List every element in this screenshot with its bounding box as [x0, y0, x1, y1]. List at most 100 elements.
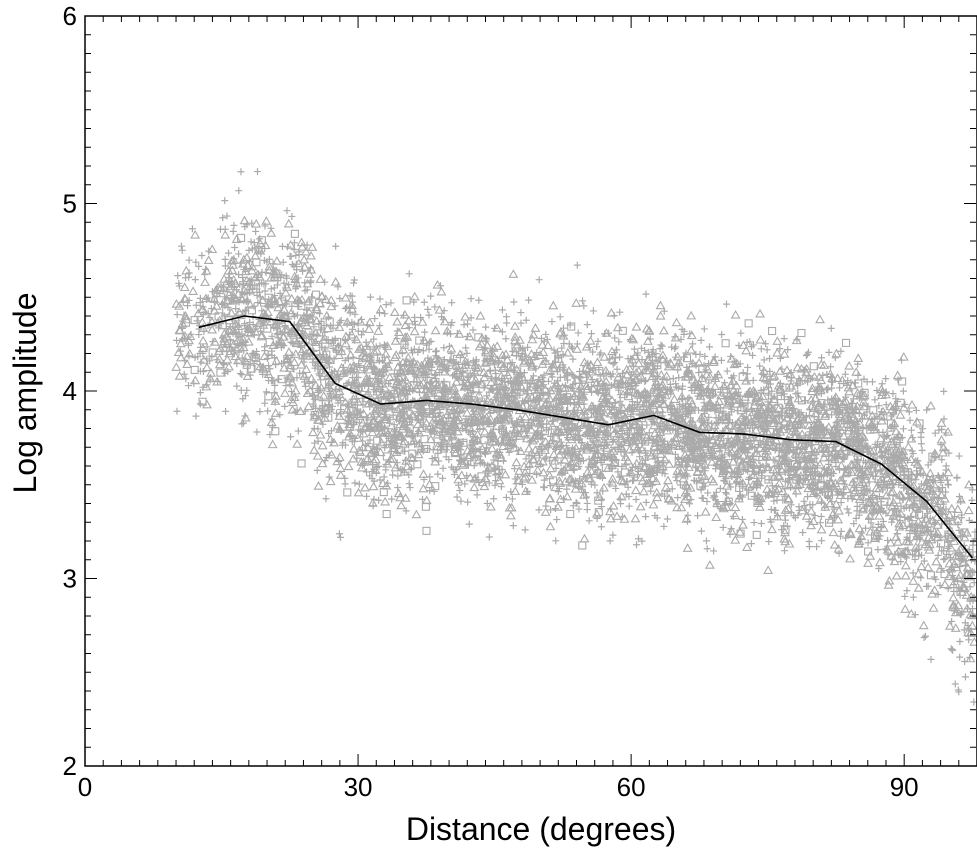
- scatter-point-plus: [420, 298, 428, 306]
- scatter-point-plus: [467, 314, 475, 322]
- scatter-point-plus: [419, 447, 427, 455]
- scatter-point-triangle: [227, 326, 238, 336]
- scatter-point-plus: [403, 403, 411, 411]
- scatter-point-plus: [203, 343, 211, 351]
- scatter-point-triangle: [311, 302, 322, 312]
- scatter-point-square: [408, 449, 417, 458]
- scatter-point-triangle: [242, 351, 252, 361]
- scatter-point-triangle: [485, 501, 496, 511]
- scatter-point-triangle: [391, 380, 402, 389]
- scatter-point-plus: [366, 352, 374, 360]
- scatter-point-plus: [280, 342, 288, 350]
- scatter-point-plus: [258, 279, 266, 287]
- scatter-point-triangle: [436, 395, 447, 405]
- scatter-point-plus: [279, 258, 287, 266]
- scatter-point-plus: [370, 477, 378, 485]
- scatter-point-triangle: [399, 409, 410, 419]
- scatter-point-triangle: [213, 282, 224, 292]
- scatter-point-plus: [343, 303, 351, 311]
- scatter-point-square: [721, 339, 730, 348]
- scatter-point-plus: [366, 403, 374, 411]
- scatter-point-plus: [318, 397, 326, 405]
- scatter-point-triangle: [511, 457, 522, 467]
- scatter-point-plus: [801, 502, 809, 510]
- scatter-point-triangle: [537, 340, 548, 349]
- scatter-point-triangle: [394, 429, 405, 439]
- scatter-point-plus: [261, 222, 269, 230]
- scatter-point-plus: [750, 519, 758, 527]
- scatter-point-plus: [347, 432, 355, 440]
- scatter-point-plus: [498, 306, 506, 314]
- scatter-point-triangle: [393, 361, 404, 371]
- scatter-point-triangle: [228, 295, 239, 305]
- scatter-point-plus: [208, 353, 216, 361]
- scatter-point-triangle: [230, 293, 241, 303]
- scatter-point-plus: [281, 284, 289, 292]
- scatter-point-plus: [274, 334, 282, 342]
- scatter-point-triangle: [199, 355, 209, 364]
- scatter-point-triangle: [207, 324, 218, 334]
- scatter-point-plus: [191, 276, 199, 284]
- scatter-point-plus: [334, 283, 342, 291]
- scatter-point-plus: [196, 389, 204, 397]
- scatter-point-triangle: [562, 491, 573, 501]
- scatter-point-triangle: [315, 274, 326, 283]
- scatter-point-plus: [231, 244, 239, 252]
- scatter-point-triangle: [304, 313, 315, 323]
- scatter-point-triangle: [362, 358, 373, 368]
- scatter-point-plus: [348, 395, 356, 403]
- scatter-point-plus: [370, 386, 378, 394]
- scatter-point-plus: [486, 409, 494, 417]
- scatter-point-plus: [379, 369, 387, 377]
- scatter-point-triangle: [354, 344, 365, 353]
- scatter-point-triangle: [279, 304, 290, 314]
- scatter-point-plus: [253, 428, 261, 436]
- scatter-point-plus: [262, 280, 270, 288]
- scatter-point-plus: [551, 505, 559, 513]
- scatter-point-triangle: [255, 361, 266, 371]
- scatter-point-square: [190, 365, 199, 375]
- scatter-point-plus: [435, 457, 443, 465]
- scatter-point-plus: [776, 345, 784, 353]
- scatter-point-triangle: [390, 389, 401, 398]
- scatter-point-plus: [521, 526, 529, 534]
- scatter-point-plus: [386, 419, 394, 427]
- scatter-point-plus: [270, 284, 278, 292]
- scatter-point-triangle: [327, 388, 337, 398]
- scatter-point-triangle: [436, 417, 447, 426]
- scatter-point-plus: [267, 224, 275, 232]
- scatter-point-plus: [410, 437, 418, 445]
- scatter-point-plus: [697, 336, 705, 344]
- scatter-point-plus: [293, 374, 301, 382]
- scatter-point-plus: [378, 372, 386, 380]
- scatter-point-plus: [425, 311, 433, 319]
- scatter-point-plus: [355, 480, 363, 488]
- scatter-point-plus: [502, 313, 510, 321]
- scatter-point-triangle: [270, 408, 281, 417]
- scatter-point-triangle: [371, 345, 382, 355]
- scatter-point-square: [343, 488, 352, 497]
- scatter-point-plus: [363, 321, 371, 329]
- scatter-point-plus: [363, 492, 371, 500]
- scatter-point-plus: [431, 454, 439, 462]
- scatter-point-triangle: [833, 514, 844, 524]
- scatter-point-plus: [250, 239, 258, 247]
- scatter-point-triangle: [226, 307, 237, 317]
- scatter-point-triangle: [421, 495, 432, 505]
- scatter-point-triangle: [205, 373, 216, 383]
- scatter-point-plus: [316, 326, 324, 334]
- scatter-point-plus: [723, 300, 731, 308]
- scatter-point-plus: [427, 426, 435, 434]
- scatter-point-plus: [495, 469, 503, 477]
- scatter-point-triangle: [250, 327, 261, 336]
- scatter-point-plus: [336, 533, 344, 541]
- scatter-point-triangle: [435, 401, 445, 410]
- scatter-point-plus: [302, 382, 310, 390]
- scatter-point-plus: [236, 332, 244, 340]
- scatter-point-plus: [418, 445, 426, 453]
- scatter-point-triangle: [326, 295, 337, 304]
- scatter-point-plus: [227, 291, 235, 299]
- scatter-point-square: [246, 364, 255, 373]
- scatter-point-plus: [593, 489, 601, 497]
- scatter-point-plus: [329, 344, 337, 352]
